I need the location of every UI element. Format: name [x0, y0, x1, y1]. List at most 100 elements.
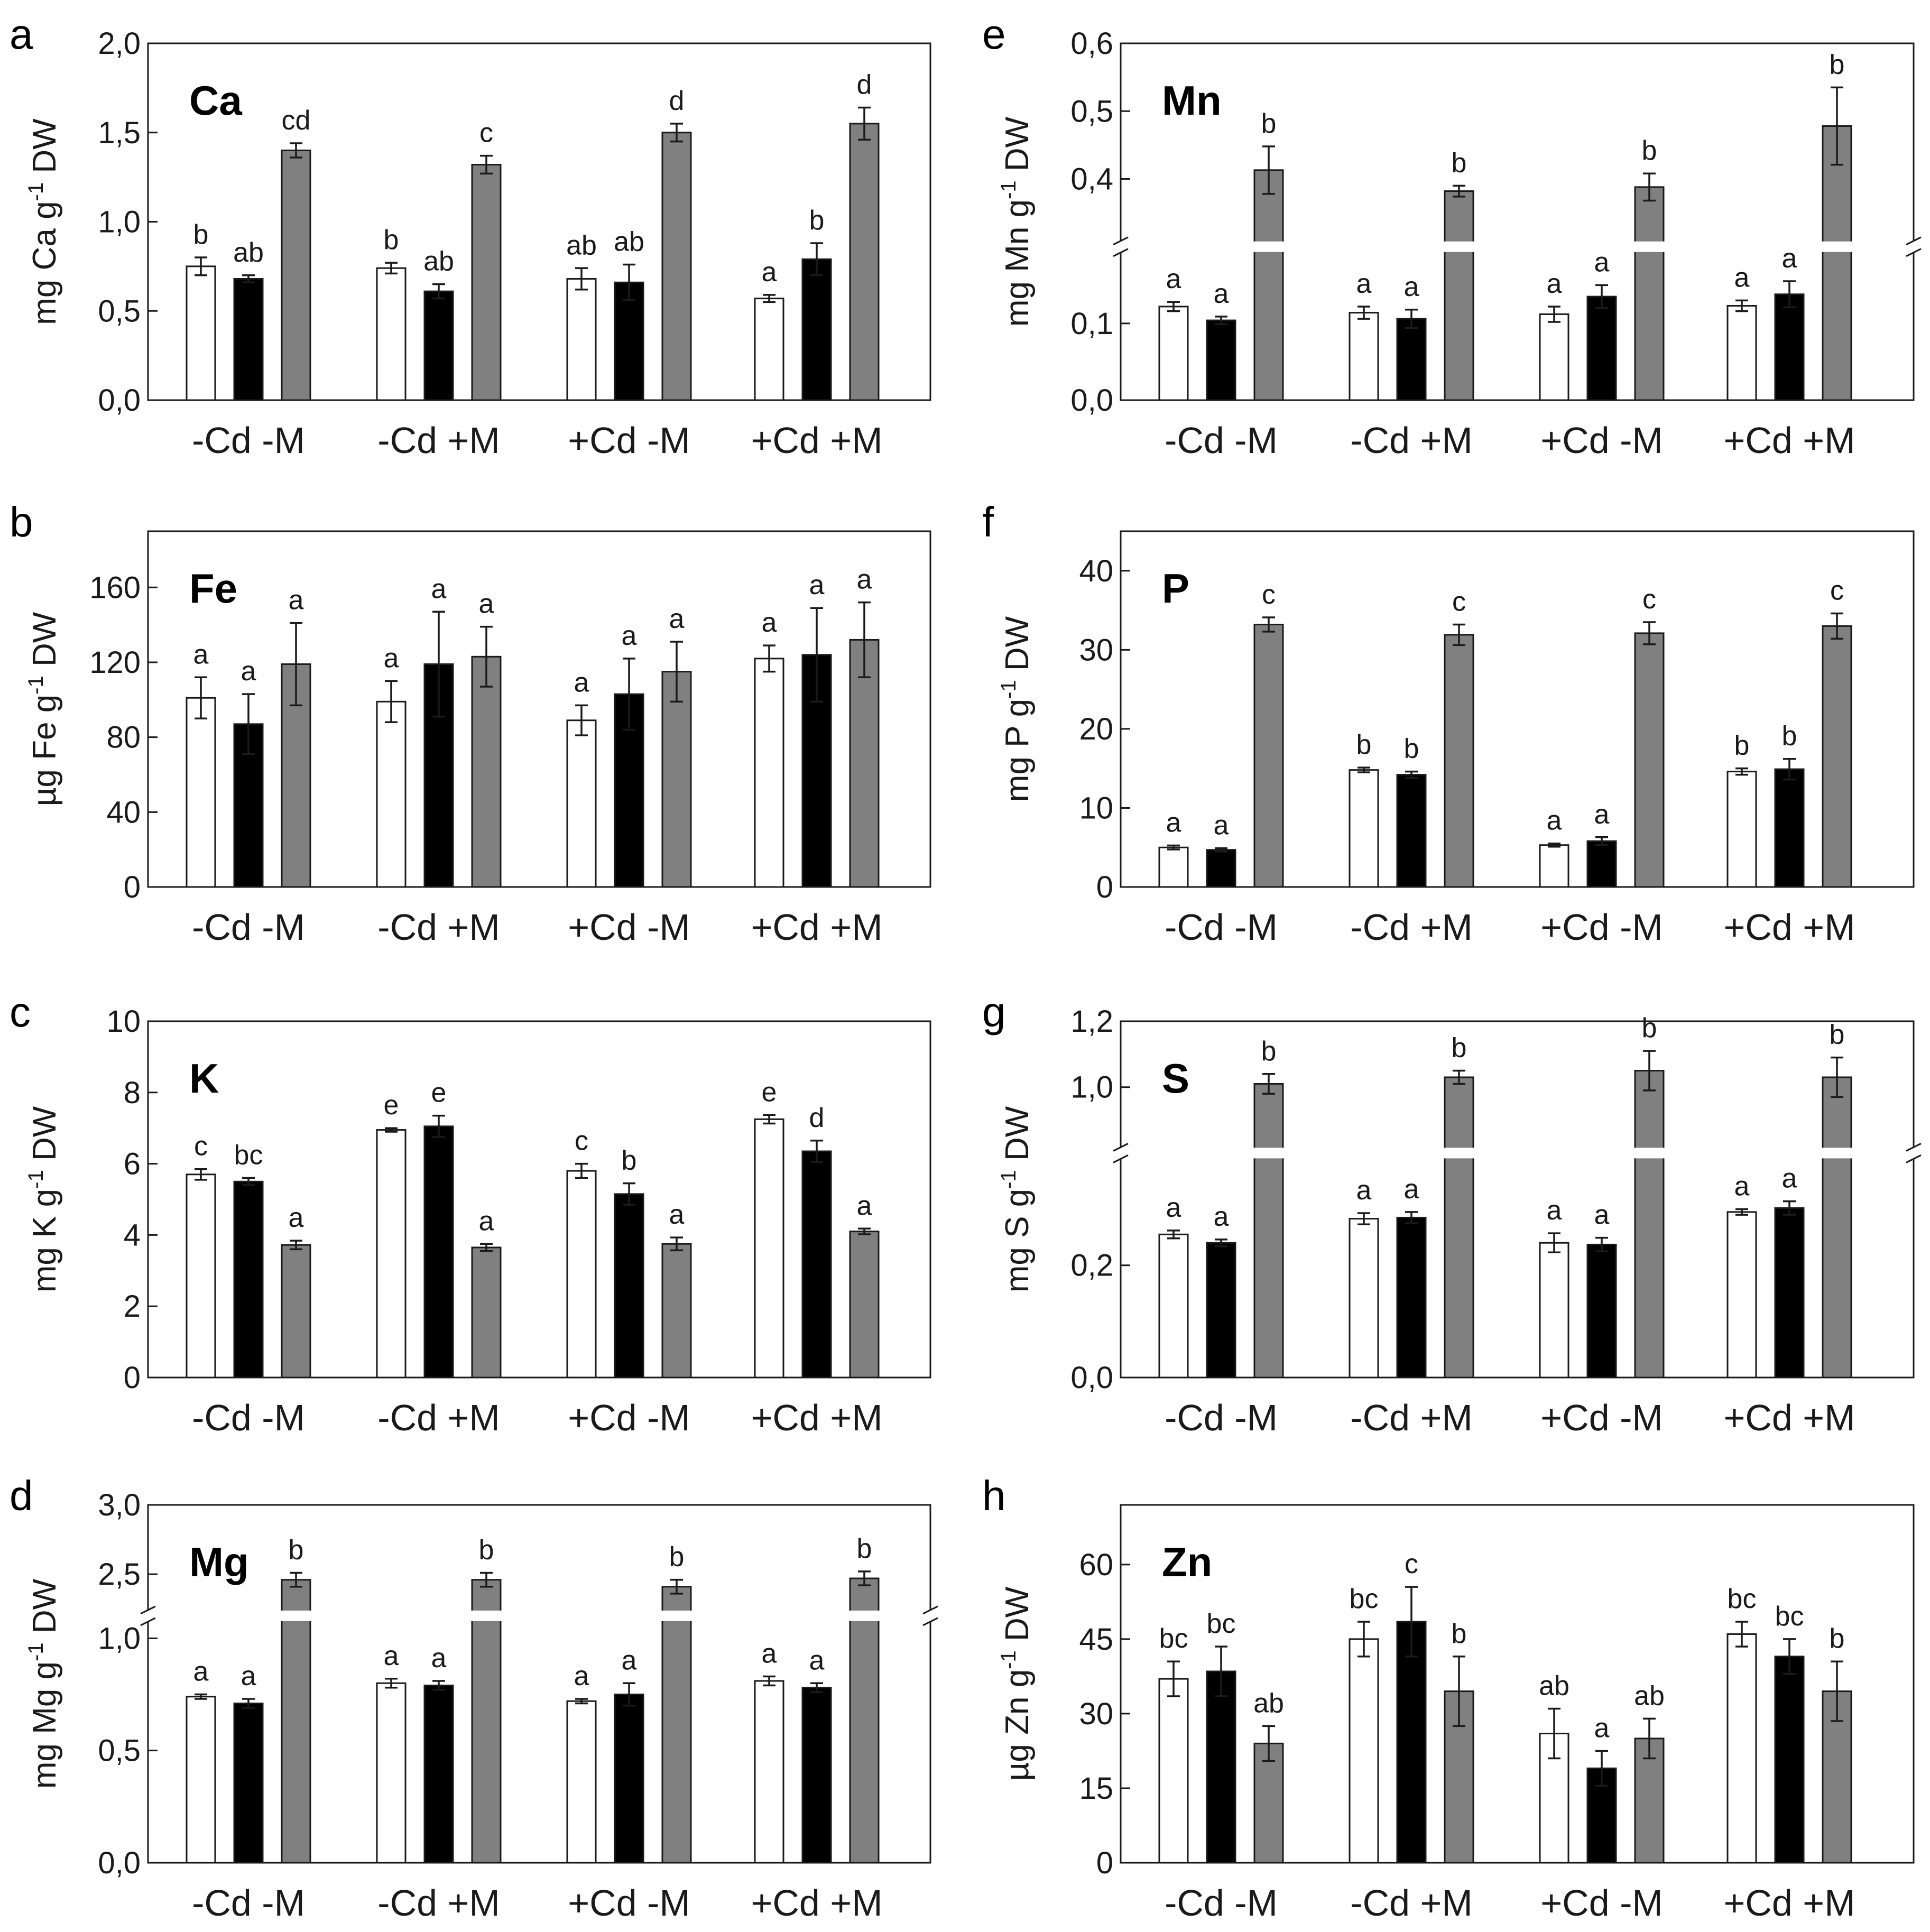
y-tick-label: 160: [89, 570, 141, 605]
category-label: -Cd +M: [377, 1397, 500, 1438]
significance-letter: a: [762, 607, 777, 638]
y-axis-label: mg Mn g-1 DW: [997, 116, 1036, 327]
category-label: +Cd +M: [751, 907, 883, 948]
significance-letter: a: [431, 1643, 447, 1674]
significance-letter: c: [1830, 576, 1844, 606]
bar-white: [1349, 312, 1379, 401]
significance-letter: ab: [566, 230, 597, 261]
bar-white: [1349, 769, 1379, 888]
bar-gray: [849, 639, 880, 888]
panel-d: 0,0 0,5 1,0 2,5 3,0 mg Mg g-1 DW d Mg a a b -Cd -M a…: [10, 1472, 946, 1924]
significance-letter: ab: [233, 237, 264, 268]
significance-letter: a: [857, 1190, 872, 1221]
panel-letter: b: [10, 498, 33, 546]
y-tick-label: 10: [1079, 791, 1113, 825]
significance-letter: a: [289, 1203, 304, 1233]
bar-gray: [1822, 125, 1852, 401]
y-tick-label: 0,1: [1070, 307, 1113, 341]
panel-e: 0,0 0,1 0,4 0,5 0,6 mg Mn g-1 DW e Mn a a b -Cd -M a…: [982, 11, 1929, 461]
y-tick-label: 120: [89, 645, 141, 680]
significance-letter: c: [1642, 584, 1656, 615]
category-label: -Cd +M: [1350, 1397, 1472, 1438]
bar-gray: [1253, 623, 1284, 888]
y-tick-label: 1,0: [1070, 1070, 1113, 1105]
axis-break-mark: [1906, 1143, 1922, 1152]
bar-black: [1206, 1670, 1236, 1864]
significance-letter: b: [1782, 721, 1797, 752]
significance-letter: ab: [614, 227, 644, 257]
y-tick-label: 15: [1079, 1771, 1113, 1806]
y-tick-label: 80: [106, 720, 141, 755]
category-label: +Cd +M: [1724, 420, 1855, 461]
bar-black: [1774, 1656, 1805, 1864]
significance-letter: a: [384, 643, 399, 673]
y-tick-label: 0: [124, 870, 141, 904]
significance-letter: c: [479, 118, 493, 149]
bar-black: [1396, 774, 1427, 888]
axis-break-mark: [1113, 1143, 1129, 1152]
bar-white: [376, 700, 407, 888]
element-label: S: [1162, 1055, 1189, 1102]
bar-black: [614, 1193, 644, 1379]
y-tick-label: 40: [1079, 554, 1113, 588]
bar-white: [1539, 844, 1569, 888]
bar-white: [1158, 1233, 1189, 1379]
category-label: +Cd -M: [1540, 420, 1663, 461]
bar-white: [754, 1680, 784, 1864]
y-axis-label: mg P g-1 DW: [997, 616, 1036, 802]
significance-letter: a: [1214, 810, 1229, 841]
plot-frame: [147, 1020, 931, 1379]
bar-gray: [1444, 190, 1474, 401]
bar-gray: [281, 1244, 311, 1379]
bar-black: [423, 290, 454, 401]
plot-frame: [1120, 1504, 1915, 1864]
y-tick-label: 1,0: [98, 205, 141, 239]
axis-break-mark: [922, 1605, 938, 1615]
significance-letter: b: [1261, 108, 1277, 139]
axis-break-mark: [140, 1605, 156, 1615]
bar-white: [566, 1700, 597, 1864]
significance-letter: bc: [1207, 1609, 1236, 1639]
panel-letter: a: [10, 11, 33, 58]
panel-g: 0,0 0,2 1,0 1,2 mg S g-1 DW g Sa a b -Cd -M a a b -Cd…: [982, 988, 1929, 1438]
category-label: +Cd -M: [1540, 1882, 1663, 1924]
significance-letter: b: [289, 1535, 304, 1566]
bar-black: [801, 258, 832, 401]
element-label: Zn: [1162, 1539, 1212, 1585]
bar-gray: [471, 655, 502, 888]
significance-letter: ab: [1539, 1671, 1569, 1702]
y-tick-label: 0: [1096, 870, 1113, 904]
bar-gray: [1634, 186, 1665, 401]
significance-letter: a: [193, 639, 209, 670]
significance-letter: b: [1642, 135, 1657, 166]
y-tick-label: 3,0: [98, 1488, 141, 1522]
bar-black: [1396, 1216, 1427, 1379]
significance-letter: b: [669, 1542, 685, 1573]
significance-letter: a: [622, 621, 637, 651]
bar-gray: [1444, 1076, 1474, 1379]
category-label: -Cd +M: [1350, 1882, 1472, 1924]
bar-white: [1158, 306, 1189, 401]
y-axis-label: mg Ca g-1 DW: [24, 118, 63, 325]
significance-letter: a: [1594, 799, 1610, 830]
significance-letter: b: [479, 1535, 494, 1566]
bar-black: [1774, 1207, 1805, 1379]
plot-frame: [1120, 530, 1915, 888]
significance-letter: a: [1782, 1163, 1797, 1194]
significance-letter: a: [809, 570, 825, 600]
category-label: -Cd -M: [1165, 1397, 1278, 1438]
bar-black: [1774, 768, 1805, 888]
significance-letter: ab: [1253, 1688, 1284, 1718]
bar-black: [1396, 318, 1427, 401]
significance-letter: a: [1166, 807, 1181, 838]
significance-letter: a: [289, 585, 304, 616]
category-label: +Cd +M: [751, 1397, 883, 1438]
significance-letter: b: [1452, 147, 1467, 178]
significance-letter: a: [669, 604, 685, 634]
bar-white: [566, 719, 597, 888]
axis-break-mark: [1906, 248, 1922, 257]
significance-letter: b: [1452, 1033, 1467, 1064]
significance-letter: a: [479, 1206, 494, 1236]
significance-letter: a: [1404, 272, 1419, 302]
panel-letter: c: [10, 988, 31, 1036]
